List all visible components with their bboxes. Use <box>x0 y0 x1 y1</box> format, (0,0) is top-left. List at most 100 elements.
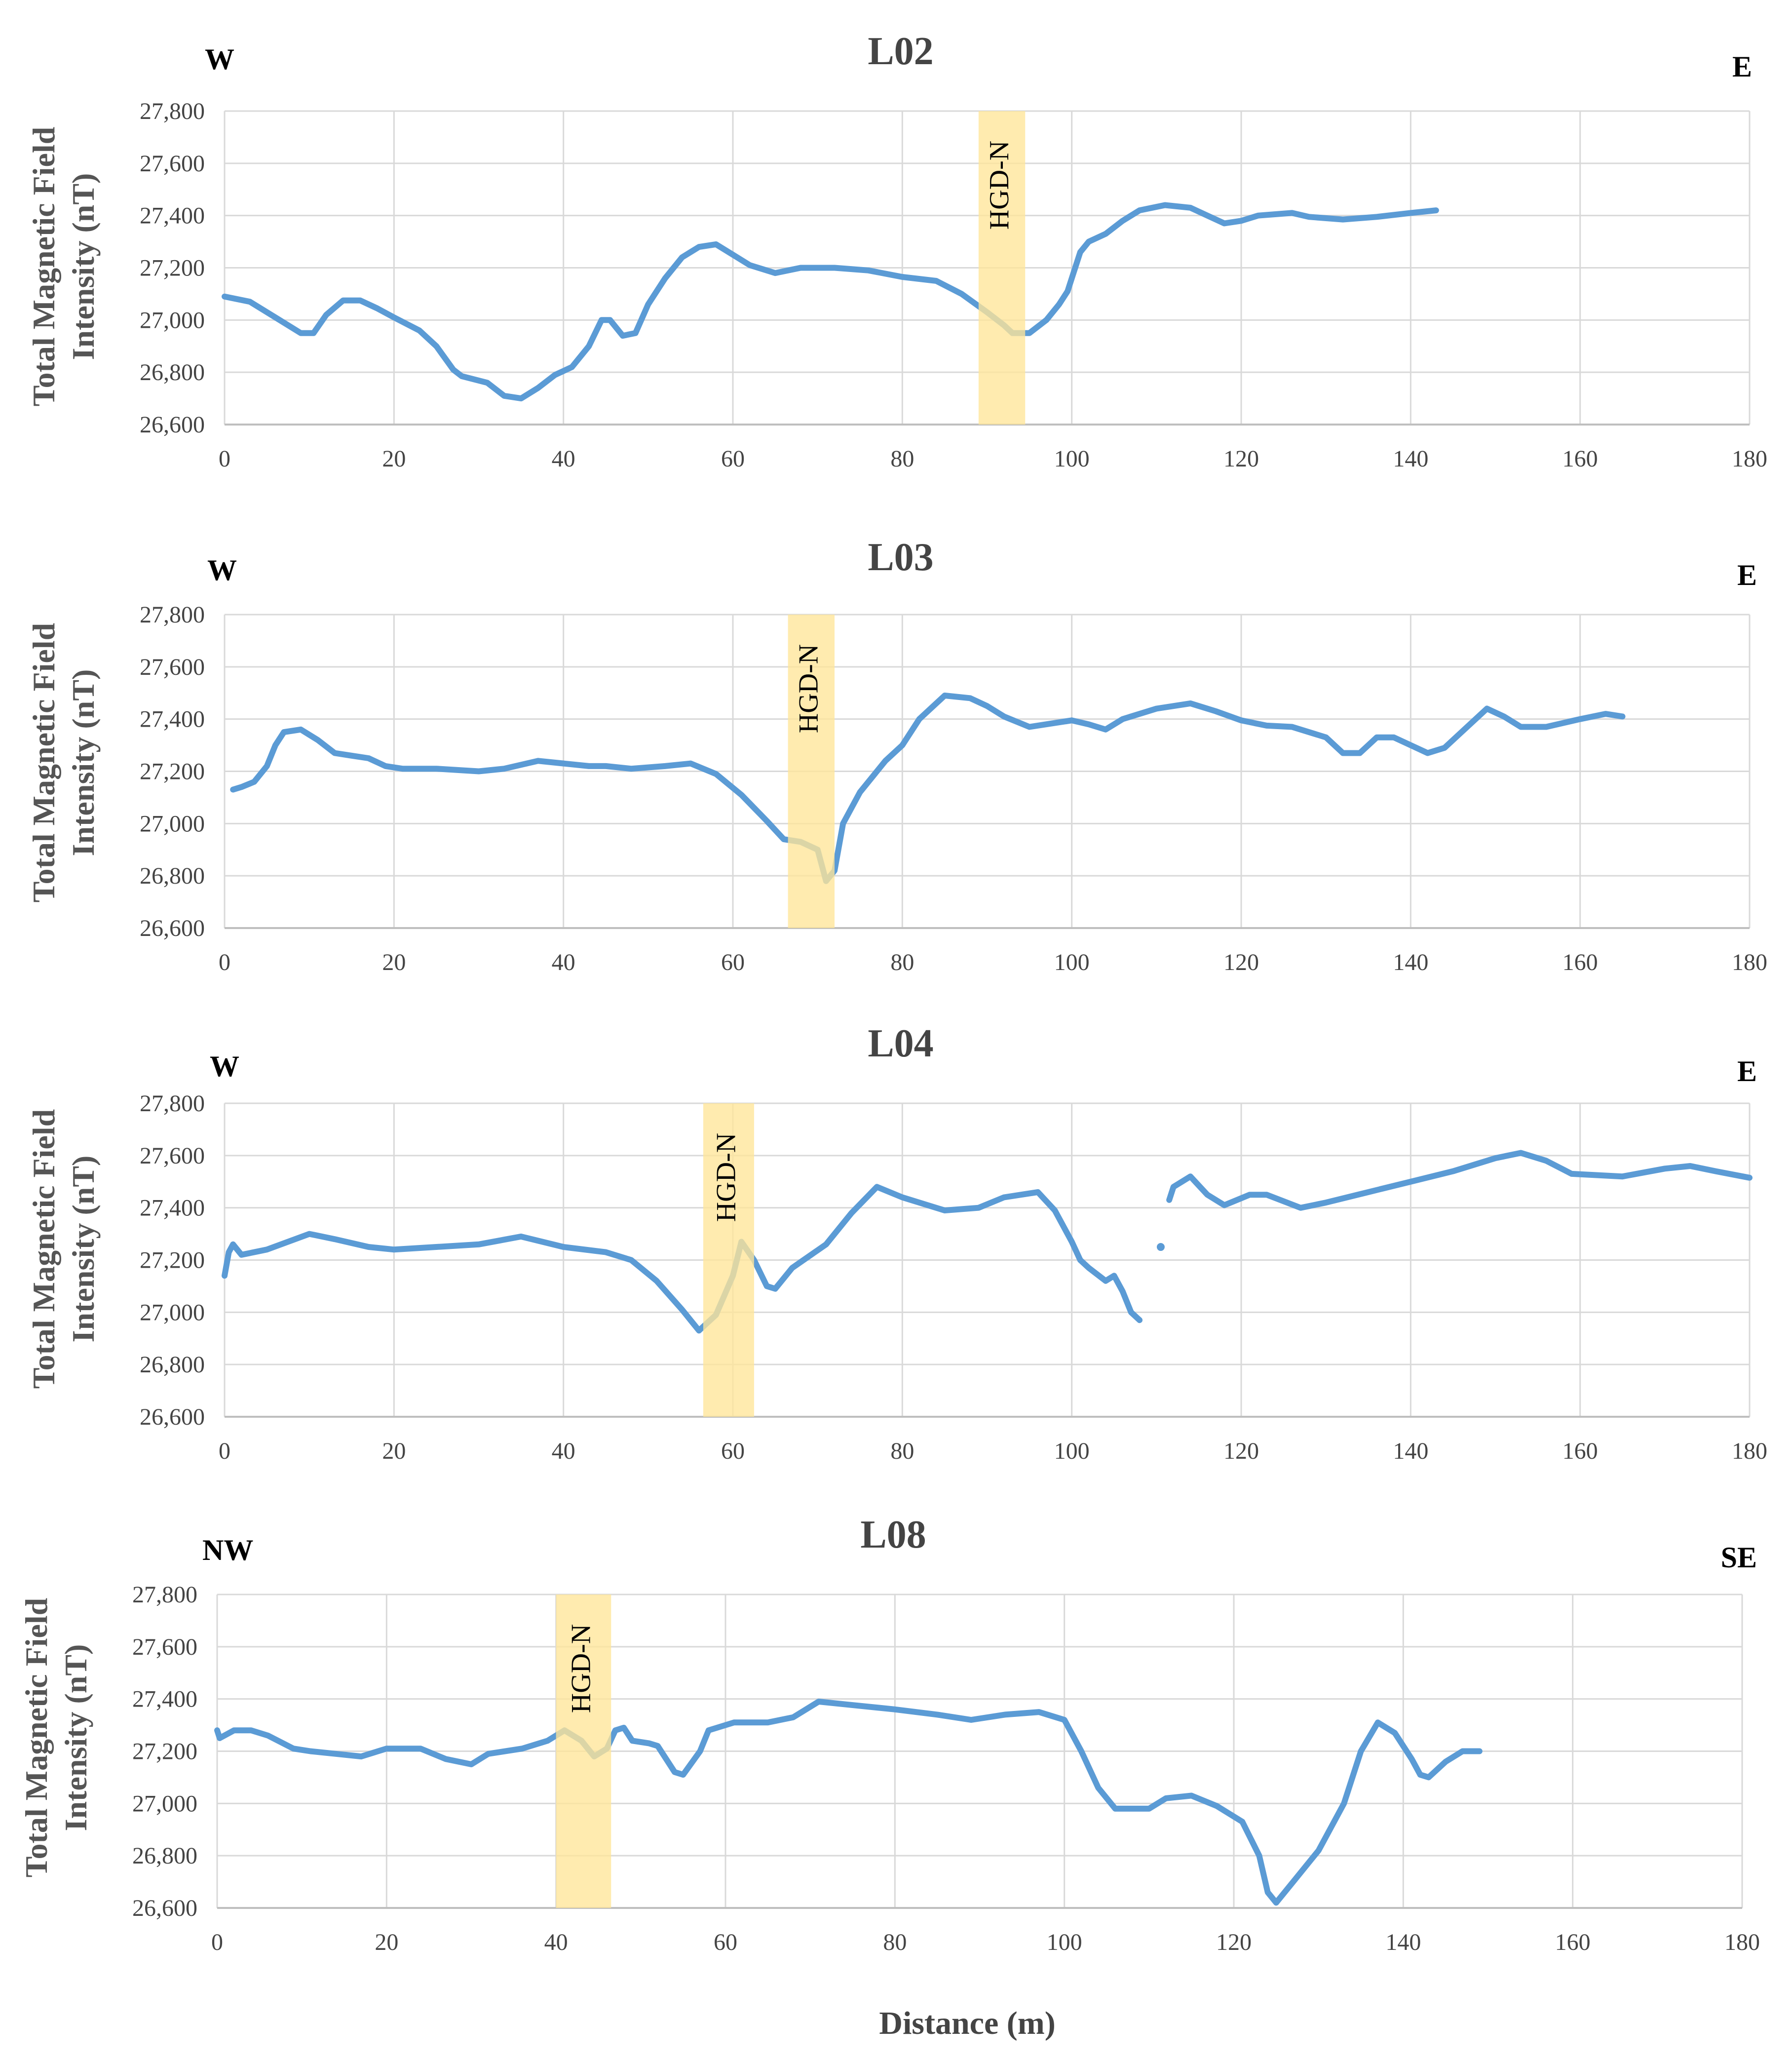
y-tick-label: 27,600 <box>140 654 205 680</box>
y-tick-label: 27,000 <box>132 1790 197 1817</box>
x-tick-label: 60 <box>721 446 745 472</box>
plot-area: 26,600 26,800 27,000 27,200 27,400 27,600 27,8… <box>140 98 1767 472</box>
east-direction-label: E <box>1732 50 1752 83</box>
x-tick-label: 140 <box>1393 949 1428 975</box>
y-tick-label: 27,800 <box>140 98 205 124</box>
chart-panel-l04: 26,600 26,800 27,000 27,200 27,400 27,600 27,8… <box>26 1022 1767 1464</box>
y-tick-label: 26,600 <box>140 412 205 438</box>
data-series-line <box>230 693 1626 884</box>
y-axis-label-line-1: Total Magnetic Field <box>26 127 61 406</box>
hgd-n-zone-band <box>978 111 1026 425</box>
y-tick-label: 26,600 <box>132 1895 197 1921</box>
hgd-n-zone-band <box>788 615 835 928</box>
x-tick-label: 180 <box>1732 446 1767 472</box>
x-tick-label: 120 <box>1223 446 1259 472</box>
x-tick-label: 100 <box>1054 949 1090 975</box>
x-tick-label: 80 <box>890 1438 914 1464</box>
y-tick-label: 27,000 <box>140 1299 205 1325</box>
x-tick-label: 160 <box>1563 1438 1598 1464</box>
x-tick-label: 160 <box>1555 1929 1591 1955</box>
data-point <box>1156 1243 1165 1251</box>
x-tick-label: 160 <box>1563 949 1598 975</box>
y-tick-label: 27,400 <box>140 1195 205 1221</box>
y-axis-label-line-2: Intensity (nT) <box>66 173 101 360</box>
hgd-n-zone-label: HGD-N <box>984 141 1015 230</box>
plot-area: 26,600 26,800 27,000 27,200 27,400 27,600 27,8… <box>132 1582 1760 1955</box>
west-direction-label: W <box>205 43 234 76</box>
chart-title: L08 <box>860 1513 926 1556</box>
east-direction-label: E <box>1737 559 1757 591</box>
y-tick-label: 27,000 <box>140 811 205 837</box>
chart-panel-l08: 26,600 26,800 27,000 27,200 27,400 27,600 27,8… <box>19 1513 1760 1955</box>
west-direction-label: W <box>207 554 237 586</box>
y-axis-label-line-1: Total Magnetic Field <box>26 1109 61 1389</box>
x-tick-label: 80 <box>883 1929 907 1955</box>
x-tick-label: 40 <box>544 1929 568 1955</box>
x-tick-label: 100 <box>1054 446 1090 472</box>
chart-panel-l02: 26,600 26,800 27,000 27,200 27,400 27,600 27,8… <box>26 30 1767 472</box>
x-tick-label: 160 <box>1563 446 1598 472</box>
data-series-line <box>214 1699 1483 1906</box>
east-direction-label: E <box>1737 1055 1757 1088</box>
y-tick-label: 27,600 <box>140 151 205 177</box>
hgd-n-zone-band <box>556 1594 611 1908</box>
x-tick-label: 140 <box>1385 1929 1421 1955</box>
y-tick-label: 27,800 <box>140 1090 205 1117</box>
x-tick-label: 100 <box>1047 1929 1082 1955</box>
y-tick-label: 27,000 <box>140 307 205 333</box>
northwest-direction-label: NW <box>202 1534 253 1566</box>
x-tick-label: 60 <box>721 949 745 975</box>
y-tick-label: 27,400 <box>132 1686 197 1712</box>
y-axis-label-line-2: Intensity (nT) <box>58 1644 93 1831</box>
plot-area: 26,600 26,800 27,000 27,200 27,400 27,600 27,8… <box>140 1090 1767 1464</box>
chart-panel-l03: 26,600 26,800 27,000 27,200 27,400 27,600 27,8… <box>26 536 1767 975</box>
plot-area: 26,600 26,800 27,000 27,200 27,400 27,600 27,8… <box>140 602 1767 975</box>
x-tick-label: 140 <box>1393 1438 1428 1464</box>
x-tick-label: 40 <box>552 446 575 472</box>
y-tick-label: 27,800 <box>132 1582 197 1608</box>
y-axis-label-line-2: Intensity (nT) <box>66 669 101 856</box>
y-tick-label: 27,800 <box>140 602 205 628</box>
x-tick-label: 140 <box>1393 446 1428 472</box>
x-tick-label: 40 <box>552 949 575 975</box>
x-tick-label: 0 <box>211 1929 223 1955</box>
hgd-n-zone-label: HGD-N <box>566 1624 596 1713</box>
chart-title: L03 <box>868 536 933 579</box>
y-tick-label: 27,200 <box>140 759 205 785</box>
chart-title: L02 <box>868 30 933 73</box>
y-axis-label-line-1: Total Magnetic Field <box>26 623 61 902</box>
y-axis-label-line-2: Intensity (nT) <box>66 1156 101 1343</box>
y-tick-label: 27,200 <box>140 255 205 281</box>
x-tick-label: 120 <box>1216 1929 1252 1955</box>
x-tick-label: 0 <box>219 446 230 472</box>
x-tick-label: 40 <box>552 1438 575 1464</box>
y-tick-label: 27,200 <box>132 1739 197 1765</box>
hgd-n-zone-band <box>703 1103 754 1417</box>
x-tick-label: 0 <box>219 949 230 975</box>
x-axis-label: Distance (m) <box>879 2005 1055 2041</box>
hgd-n-zone-label: HGD-N <box>711 1133 741 1222</box>
y-tick-label: 26,800 <box>140 1352 205 1378</box>
chart-title: L04 <box>868 1022 933 1065</box>
x-tick-label: 80 <box>890 446 914 472</box>
x-tick-label: 180 <box>1732 1438 1767 1464</box>
southeast-direction-label: SE <box>1721 1541 1757 1574</box>
hgd-n-zone-label: HGD-N <box>794 644 824 733</box>
y-tick-label: 27,400 <box>140 203 205 229</box>
y-tick-label: 26,600 <box>140 915 205 941</box>
x-tick-label: 60 <box>721 1438 745 1464</box>
x-tick-label: 120 <box>1223 949 1259 975</box>
x-tick-label: 180 <box>1724 1929 1760 1955</box>
y-tick-label: 26,800 <box>132 1843 197 1869</box>
y-tick-label: 27,400 <box>140 706 205 733</box>
y-tick-label: 27,600 <box>140 1143 205 1169</box>
x-tick-label: 80 <box>890 949 914 975</box>
y-axis-label-line-1: Total Magnetic Field <box>19 1598 54 1877</box>
x-tick-label: 180 <box>1732 949 1767 975</box>
x-tick-label: 60 <box>714 1929 737 1955</box>
data-series-line <box>222 202 1439 402</box>
x-tick-label: 20 <box>382 949 406 975</box>
x-tick-label: 20 <box>375 1929 398 1955</box>
